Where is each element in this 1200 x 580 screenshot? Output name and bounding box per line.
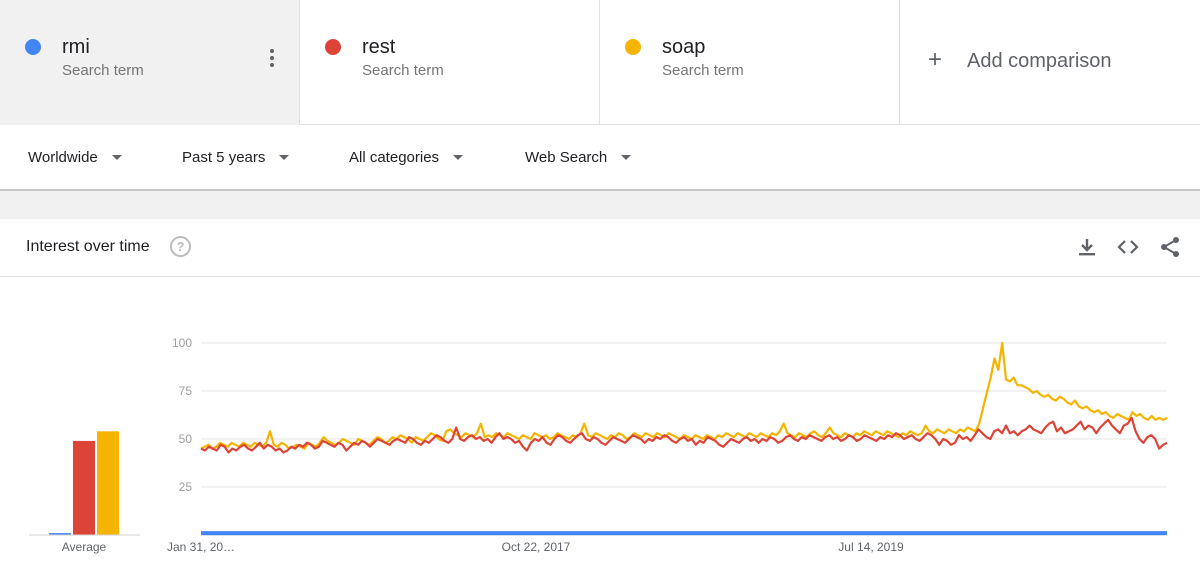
x-axis-ticks: Jan 31, 20… Oct 22, 2017 Jul 14, 2019 [167, 540, 904, 554]
region-dropdown[interactable]: Worldwide [28, 149, 122, 166]
interest-over-time-card: Interest over time ? Average 25 50 75 100 J… [0, 219, 1200, 580]
series-lines [200, 341, 1168, 536]
period-value: Past 5 years [182, 149, 266, 166]
card-header: Interest over time ? [0, 219, 1200, 277]
period-dropdown[interactable]: Past 5 years [182, 149, 290, 166]
average-bar-soap [97, 431, 119, 535]
term-type: Search term [62, 62, 144, 79]
term-color-dot-icon [25, 39, 41, 55]
kebab-dot [270, 56, 274, 60]
average-bar-rmi [49, 533, 71, 535]
interest-chart: Average 25 50 75 100 Jan 31, 20… Oct 22, 201… [29, 336, 1168, 554]
caret-down-icon [453, 155, 464, 160]
y-tick-label: 75 [179, 384, 193, 398]
caret-down-icon [621, 155, 632, 160]
series-line-soap [200, 341, 1168, 450]
average-bar-rest [73, 440, 95, 535]
search-type-dropdown[interactable]: Web Search [525, 149, 632, 166]
category-dropdown[interactable]: All categories [349, 149, 464, 166]
term-color-dot-icon [625, 39, 641, 55]
caret-down-icon [279, 155, 290, 160]
kebab-dot [270, 49, 274, 53]
term-card-rmi[interactable]: rmi Search term [0, 0, 300, 125]
add-comparison-button[interactable]: + Add comparison [900, 0, 1200, 125]
add-comparison-label: Add comparison [967, 50, 1112, 72]
comparison-terms-bar: rmi Search term rest Search term soap Se… [0, 0, 1200, 125]
average-bars: Average [29, 431, 140, 554]
average-label: Average [62, 540, 107, 554]
embed-code-icon[interactable] [1116, 235, 1140, 259]
filter-bar: Worldwide Past 5 years All categories We… [0, 125, 1200, 191]
series-line-rest [200, 416, 1168, 454]
region-value: Worldwide [28, 149, 98, 166]
plus-icon: + [928, 46, 943, 73]
card-title: Interest over time [26, 238, 150, 255]
term-name: rest [362, 36, 396, 58]
y-tick-label: 100 [172, 336, 192, 350]
download-icon[interactable] [1075, 235, 1099, 259]
y-tick-label: 25 [179, 480, 193, 494]
caret-down-icon [111, 155, 122, 160]
term-card-soap[interactable]: soap Search term [600, 0, 900, 125]
x-tick-label: Jul 14, 2019 [838, 540, 904, 554]
chart-gridlines [201, 342, 1167, 536]
category-value: All categories [349, 149, 440, 166]
x-tick-label: Oct 22, 2017 [502, 540, 571, 554]
search-type-value: Web Search [525, 149, 608, 166]
kebab-dot [270, 63, 274, 67]
term-color-dot-icon [325, 39, 341, 55]
term-card-rest[interactable]: rest Search term [300, 0, 600, 125]
term-type: Search term [362, 62, 444, 79]
term-type: Search term [662, 62, 744, 79]
term-name: soap [662, 36, 706, 58]
x-tick-label: Jan 31, 20… [167, 540, 235, 554]
term-name: rmi [62, 36, 90, 58]
y-tick-label: 50 [179, 432, 193, 446]
y-axis-ticks: 25 50 75 100 [172, 336, 192, 494]
share-icon[interactable] [1158, 235, 1182, 259]
more-vert-icon[interactable] [262, 47, 282, 69]
help-icon[interactable]: ? [170, 236, 191, 257]
